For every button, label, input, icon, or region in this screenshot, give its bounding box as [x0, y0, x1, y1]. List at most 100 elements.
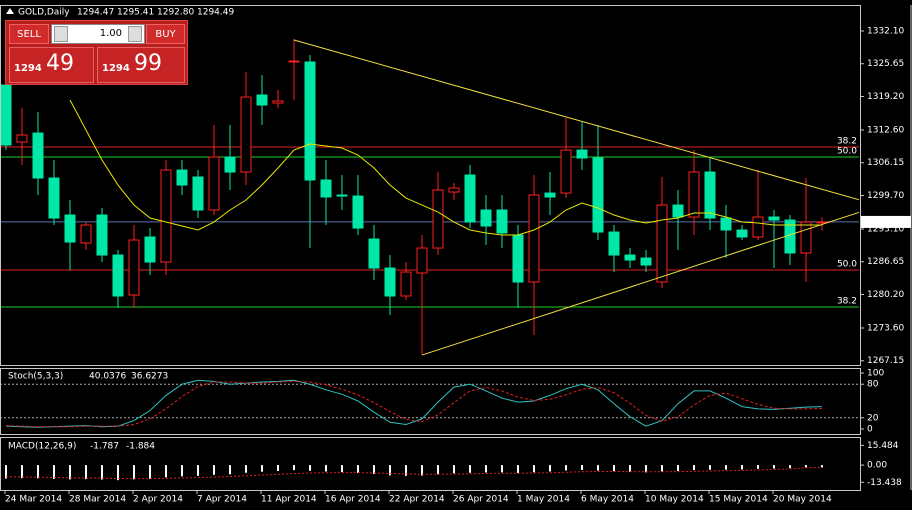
lot-up[interactable] — [128, 26, 142, 42]
candle-body — [544, 192, 556, 198]
candle-body — [752, 216, 764, 238]
macd-bar — [69, 465, 71, 480]
macd-bar — [661, 465, 663, 472]
macd-bar — [645, 465, 647, 473]
x-tick-label: 2 Apr 2014 — [133, 495, 183, 505]
panel-value: -1.884 — [126, 442, 155, 452]
macd-bar — [469, 465, 471, 473]
y-tick-label: 1299.70 — [867, 191, 904, 201]
candle-body — [400, 271, 412, 297]
macd-bar — [581, 465, 583, 470]
macd-bar — [309, 465, 311, 471]
x-tick-label: 11 Apr 2014 — [261, 495, 317, 505]
macd-bar — [741, 465, 743, 470]
candle-body — [48, 177, 60, 219]
sell-button[interactable]: SELL — [9, 24, 49, 44]
macd-bar — [421, 465, 423, 476]
macd-bar — [549, 465, 551, 472]
x-tick-label: 15 May 2014 — [709, 495, 768, 505]
y-tick-label: 1280.20 — [867, 290, 904, 300]
panel — [5, 465, 823, 481]
one-click-trading: SELL 1.00 BUY 1294 49 1294 99 — [5, 20, 188, 85]
candle-body — [80, 224, 92, 244]
y-tick-label: 1267.15 — [867, 356, 904, 366]
lot-down[interactable] — [54, 26, 68, 42]
candle-body — [656, 204, 668, 283]
panel: 38.250.050.038.2 — [1, 39, 859, 356]
panel — [1, 379, 859, 428]
trendline — [421, 211, 859, 356]
candle-body — [736, 229, 748, 238]
x-tick-label: 24 Mar 2014 — [5, 495, 62, 505]
fib-label: 38.2 — [837, 297, 857, 307]
x-tick-label: 10 May 2014 — [645, 495, 704, 505]
macd-bar — [533, 465, 535, 473]
macd-bar — [437, 465, 439, 475]
macd-bar — [821, 465, 823, 468]
price-label: 1294.49 — [867, 217, 904, 227]
macd-bar — [181, 465, 183, 477]
macd-bar — [485, 465, 487, 473]
header-value: 1294.49 — [197, 8, 234, 18]
buy-button[interactable]: BUY — [146, 24, 185, 44]
macd-bar — [85, 465, 87, 480]
candle-body — [256, 94, 268, 106]
x-tick-label: 1 May 2014 — [517, 495, 570, 505]
bid-big: 1294 — [14, 63, 42, 74]
macd-bar — [53, 465, 55, 479]
y-tick-label: 1332.10 — [867, 26, 904, 36]
header-value: 1292.80 — [157, 8, 194, 18]
y-tick-label: 1273.60 — [867, 323, 904, 333]
y-tick-label: 0.00 — [867, 461, 887, 471]
candle-body — [608, 231, 620, 256]
macd-bar — [117, 465, 119, 481]
x-tick-label: 6 May 2014 — [581, 495, 634, 505]
macd-bar — [805, 465, 807, 468]
ask-small: 99 — [134, 51, 162, 76]
macd-bar — [245, 465, 247, 473]
panel-frame — [0, 368, 861, 435]
candle-body — [640, 257, 652, 266]
y-tick-label: 15.484 — [867, 441, 899, 451]
bid-price[interactable]: 1294 49 — [9, 47, 94, 83]
macd-bar — [133, 465, 135, 480]
y-tick-label: 1306.15 — [867, 158, 904, 168]
candle-body — [16, 134, 28, 143]
candle-body — [128, 239, 140, 296]
macd-bar — [261, 465, 263, 472]
macd-bar — [373, 465, 375, 475]
candle-body — [720, 217, 732, 231]
macd-bar — [293, 465, 295, 471]
macd-bar — [5, 465, 7, 479]
y-tick-label: 20 — [867, 413, 879, 423]
macd-bar — [165, 465, 167, 478]
macd-bar — [357, 465, 359, 474]
macd-bar — [709, 465, 711, 470]
candle-body — [160, 169, 172, 263]
candle-body — [192, 176, 204, 211]
candle-body — [800, 221, 812, 254]
x-tick-label: 16 Apr 2014 — [325, 495, 381, 505]
macd-signal — [5, 467, 823, 480]
header-value: 1294.47 — [77, 8, 114, 18]
collapse-icon[interactable] — [6, 8, 14, 14]
lot-input[interactable]: 1.00 — [51, 24, 145, 44]
ask-price[interactable]: 1294 99 — [97, 47, 185, 83]
candle-body — [1, 84, 12, 146]
macd-bar — [517, 465, 519, 474]
candle-body — [592, 157, 604, 233]
macd-bar — [629, 465, 631, 472]
panel-value: 40.0376 — [89, 372, 126, 382]
candle-body — [320, 179, 332, 198]
macd-bar — [277, 465, 279, 471]
macd-bar — [613, 465, 615, 472]
lot-value: 1.00 — [99, 28, 122, 39]
macd-bar — [101, 465, 103, 480]
macd-bar — [453, 465, 455, 474]
candle-body — [208, 156, 220, 211]
bid-small: 49 — [46, 51, 74, 76]
macd-bar — [677, 465, 679, 471]
moving-average — [69, 99, 822, 236]
y-tick-label: 0 — [867, 424, 873, 434]
panel-frame — [0, 5, 861, 366]
